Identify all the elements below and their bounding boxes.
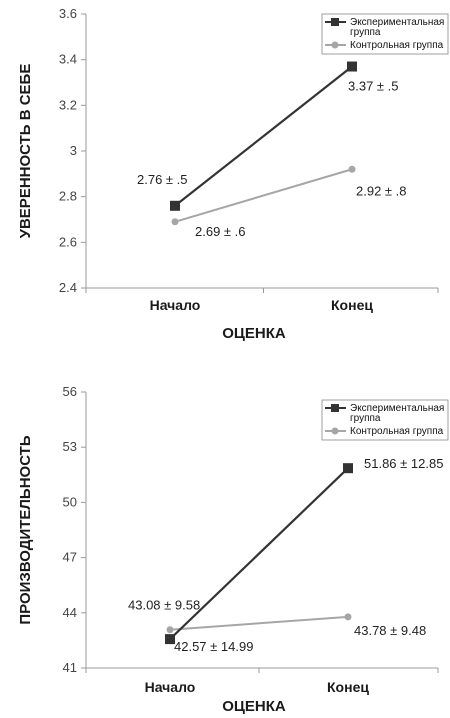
legend: Экспериментальная группа Контрольная групп… [321,13,449,55]
data-point-control [348,165,356,173]
legend-label-experimental: Экспериментальная группа [350,17,444,38]
data-label: 43.78 ± 9.48 [354,623,426,638]
legend-label-line: Экспериментальная [350,403,444,414]
legend-label-line: группа [350,413,381,424]
y-axis-title: ПРОИЗВОДИТЕЛЬНОСТЬ [17,435,34,624]
legend-label-control: Контрольная группа [350,40,444,51]
y-tick-label: 3.2 [59,97,77,112]
legend-marker-control [331,427,339,435]
x-axis-title: ОЦЕНКА [222,325,286,342]
y-tick-label: 3.4 [59,52,77,67]
y-tick-label: 50 [63,494,77,509]
data-point-experimental [165,634,175,645]
data-point-experimental [170,200,180,211]
data-label: 51.86 ± 12.85 [364,456,443,471]
y-tick-label: 56 [63,384,77,399]
legend-marker-control [331,41,339,49]
x-tick-label: Конец [327,679,369,695]
data-point-control [171,218,179,226]
y-axis-title: УВЕРЕННОСТЬ В СЕБЕ [17,64,34,239]
data-label: 3.37 ± .5 [348,79,399,94]
legend-box [321,399,449,441]
data-point-control [344,613,352,621]
y-tick-label: 3 [70,143,77,158]
data-point-experimental [347,61,357,72]
y-tick-label: 2.4 [59,280,77,295]
legend-marker-experimental [331,18,339,26]
data-label: 43.08 ± 9.58 [128,598,200,613]
chart-1: 2.4 2.6 2.8 3 3.2 3.4 3.6 Начало Конец ОЦЕНКА УВЕР… [17,6,449,342]
data-label: 2.76 ± .5 [137,172,188,187]
y-tick-label: 47 [63,550,77,565]
legend-label-control: Контрольная группа [350,426,444,437]
legend: Экспериментальная группа Контрольная групп… [321,399,449,441]
data-label: 2.69 ± .6 [195,224,246,239]
y-tick-label: 3.6 [59,6,77,21]
x-tick-label: Начало [145,679,196,695]
legend-box [321,13,449,55]
x-tick-label: Начало [150,297,201,313]
x-tick-label: Конец [331,297,373,313]
y-tick-label: 44 [63,605,77,620]
chart-2: 41 44 47 50 53 56 Начало Конец ОЦЕНКА ПРОИЗВОДИТЕ… [17,384,449,715]
y-tick-label: 2.8 [59,189,77,204]
series-line-experimental [169,467,349,640]
data-label: 2.92 ± .8 [356,183,407,198]
series-line-control [174,168,353,223]
y-tick-label: 53 [63,439,77,454]
y-tick-label: 2.6 [59,234,77,249]
legend-label-line: группа [350,27,381,38]
legend-label-line: Экспериментальная [350,17,444,28]
x-axis-title: ОЦЕНКА [222,698,286,715]
data-point-control [166,626,174,634]
series-line-control [169,615,349,631]
y-tick-label: 41 [63,660,77,675]
legend-marker-experimental [331,404,339,412]
data-label: 42.57 ± 14.99 [174,639,253,654]
series-line-experimental [174,65,353,207]
legend-label-experimental: Экспериментальная группа [350,403,444,424]
data-point-experimental [343,463,353,474]
